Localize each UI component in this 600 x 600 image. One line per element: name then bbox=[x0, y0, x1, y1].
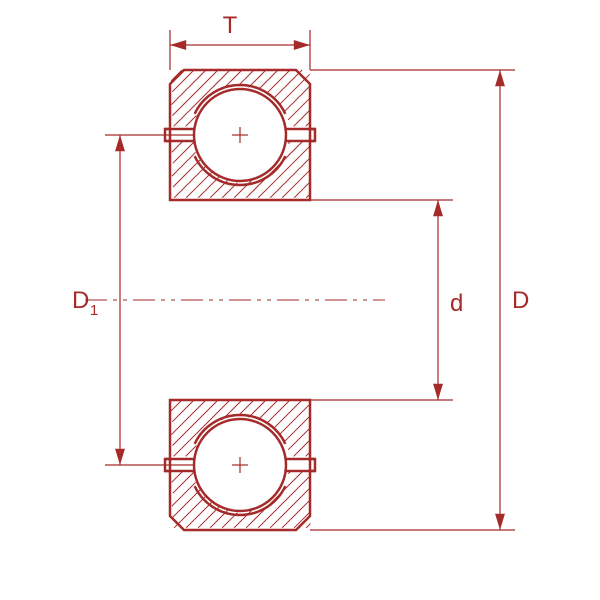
bearing-section-svg: TDdD1 bbox=[0, 0, 600, 600]
svg-text:D: D bbox=[72, 287, 89, 314]
svg-text:T: T bbox=[223, 12, 238, 39]
svg-text:D: D bbox=[512, 287, 529, 314]
bearing-drawing: TDdD1 bbox=[0, 0, 600, 600]
svg-text:1: 1 bbox=[90, 303, 98, 319]
svg-text:d: d bbox=[450, 290, 463, 317]
